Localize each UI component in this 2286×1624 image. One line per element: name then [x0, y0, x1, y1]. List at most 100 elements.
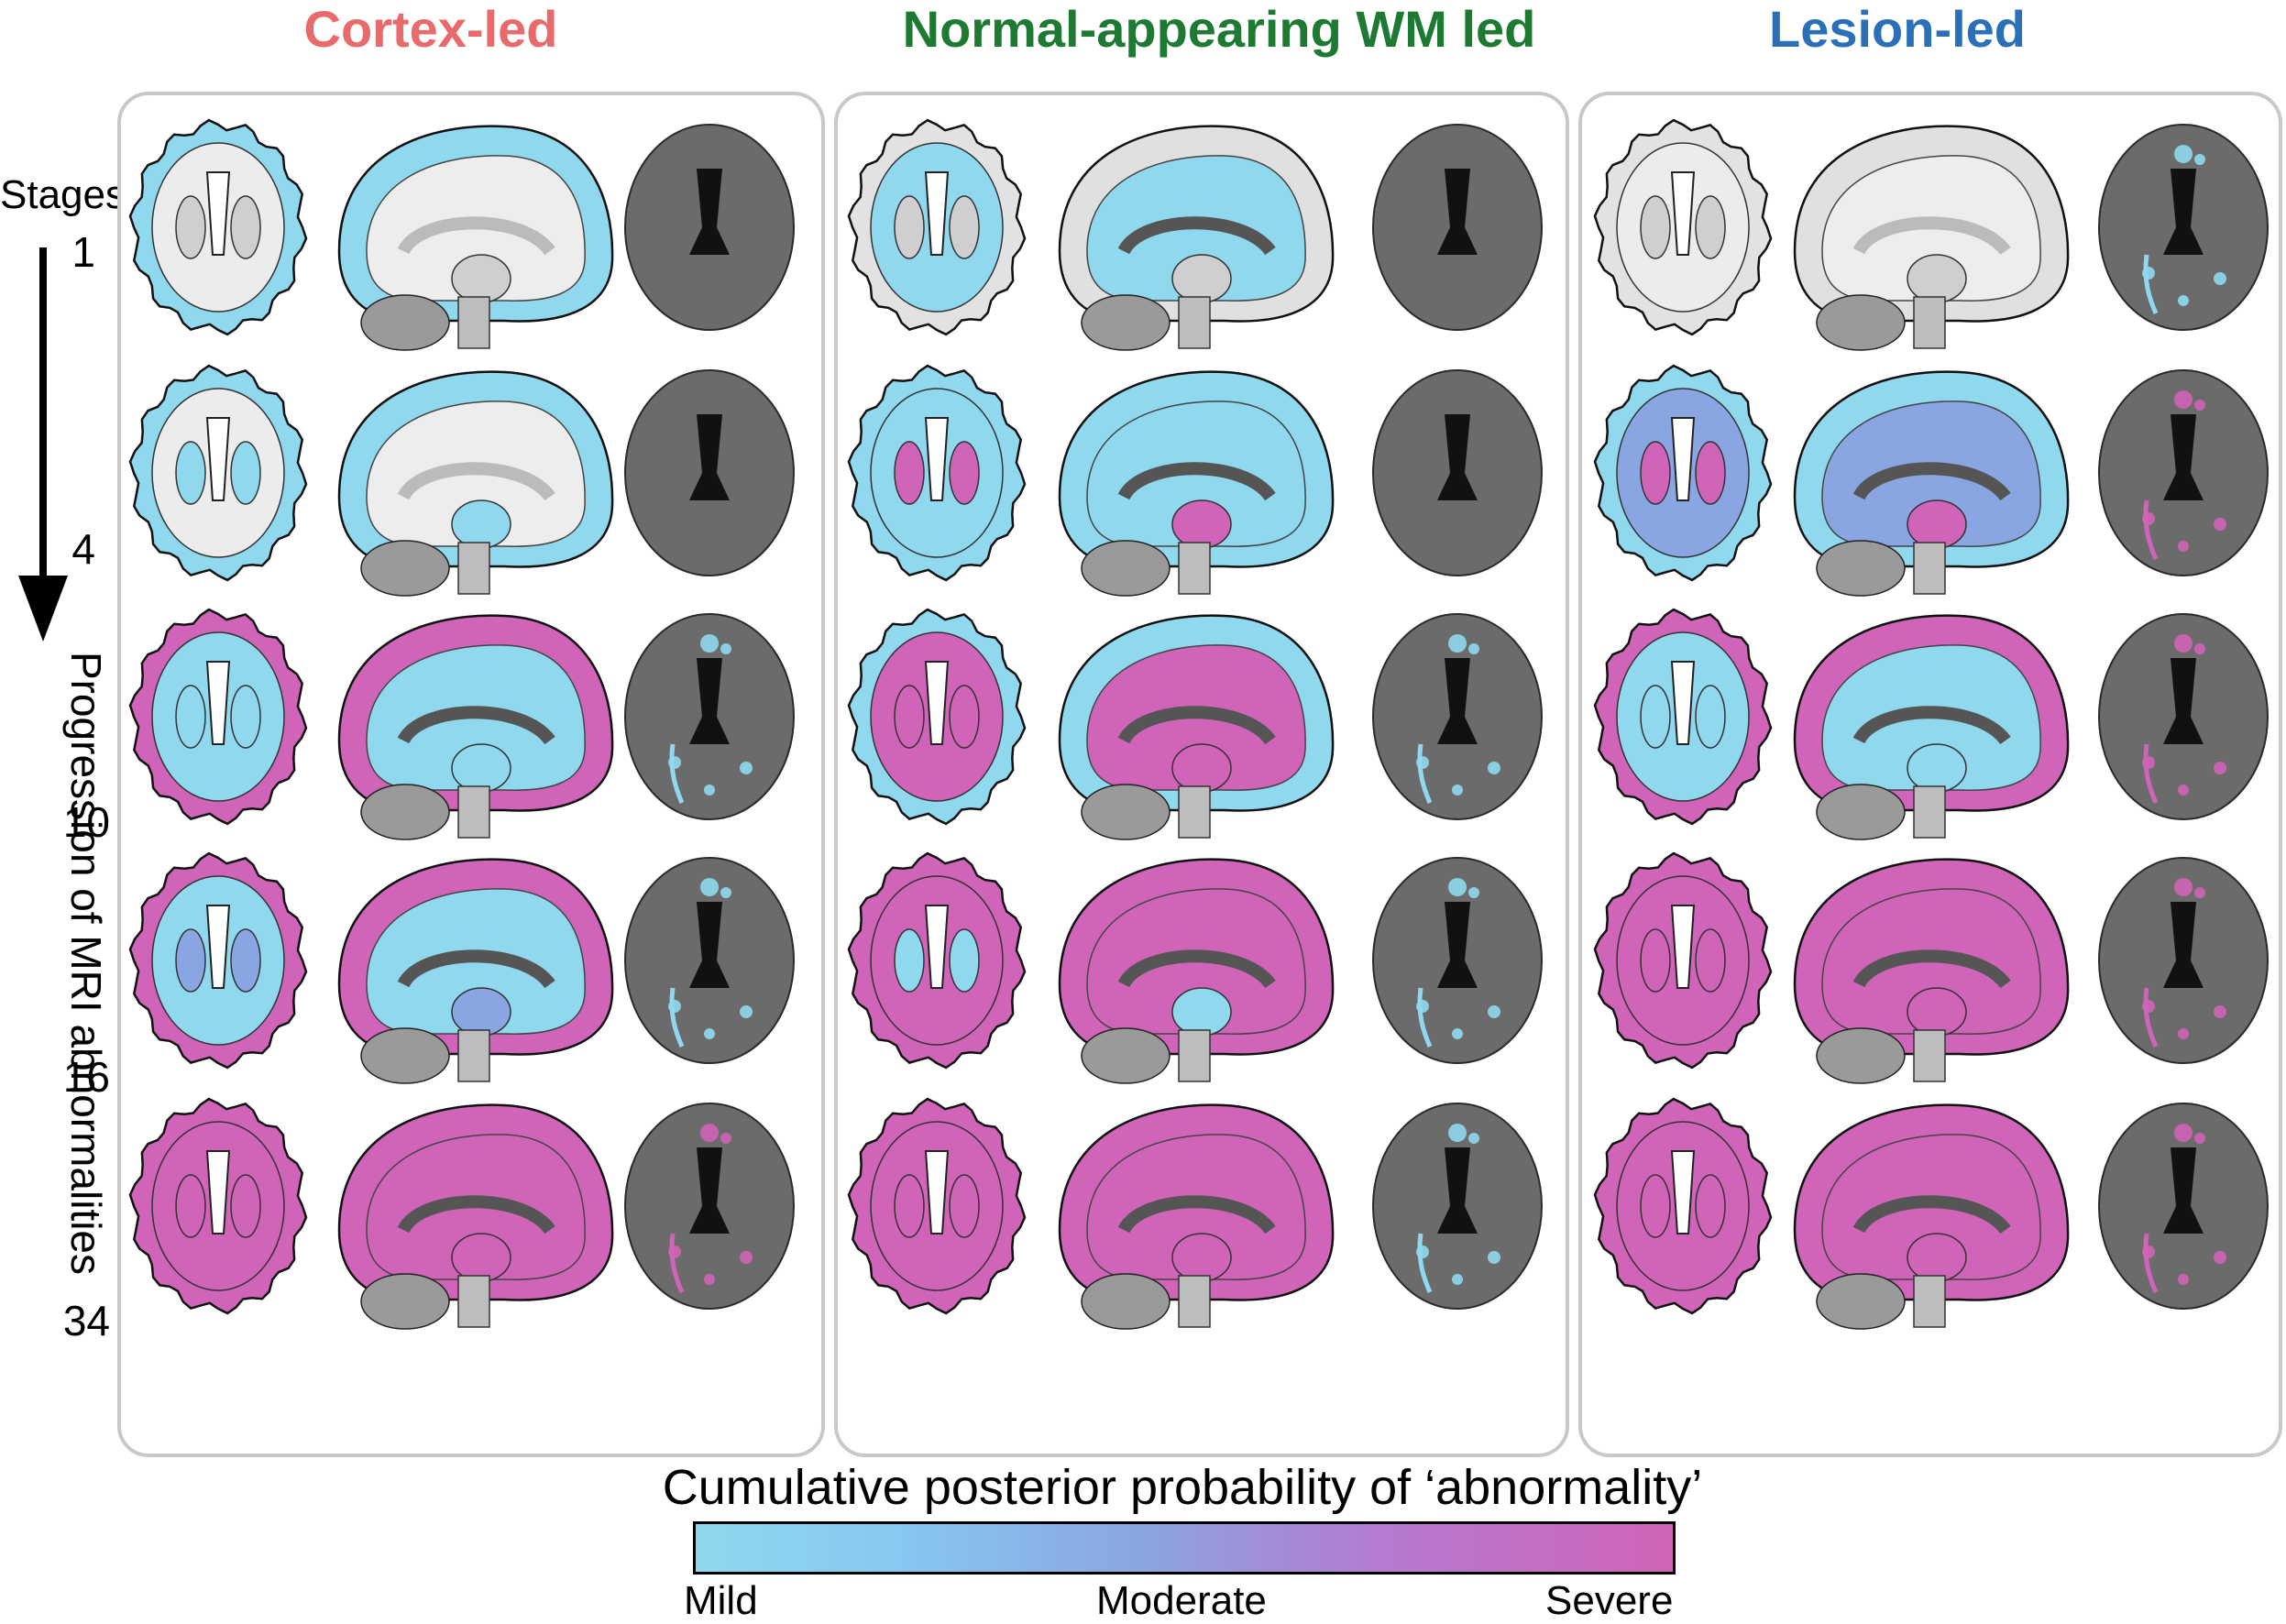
- lesion-spot: [1452, 785, 1463, 796]
- thalamus: [1171, 499, 1232, 549]
- lesion-tract: [2143, 254, 2159, 314]
- lesion-spot: [2194, 400, 2205, 411]
- lesion-tract: [669, 1233, 685, 1293]
- deep-grey-matter: [894, 928, 925, 993]
- ventricle: [2163, 902, 2204, 988]
- corpus-callosum: [1117, 1195, 1276, 1234]
- ventricle: [1437, 902, 1478, 988]
- lesion-spot: [740, 762, 753, 774]
- stage-10: 10: [62, 798, 110, 846]
- t2-brain-image: [1372, 613, 1543, 820]
- sagittal-slice: [1058, 614, 1335, 840]
- corpus-callosum: [1852, 949, 2011, 989]
- deep-grey-matter: [949, 1174, 980, 1238]
- axial-brain-image: [128, 608, 308, 826]
- thalamus: [1171, 254, 1232, 303]
- corpus-callosum: [1117, 462, 1276, 501]
- lesion-spot: [2194, 643, 2205, 654]
- axial-brain-image: [847, 118, 1027, 336]
- t2-lesion-slice: [2098, 369, 2269, 576]
- t2-lesion-slice: [624, 369, 795, 576]
- cerebellum: [360, 1027, 450, 1084]
- sagittal-brain-image: [1058, 614, 1335, 840]
- t2-lesion-slice: [2098, 1103, 2269, 1310]
- lesion-spot: [2178, 785, 2189, 796]
- axial-slice: [128, 851, 308, 1070]
- colorbar: [693, 1521, 1676, 1575]
- axial-slice: [847, 118, 1027, 336]
- lesion-tract: [1417, 987, 1433, 1048]
- sagittal-brain-image: [1058, 858, 1335, 1084]
- lesion-tract: [2143, 499, 2159, 560]
- deep-grey-matter: [1640, 441, 1671, 505]
- t2-lesion-slice: [1372, 369, 1543, 576]
- deep-grey-matter: [1640, 685, 1671, 749]
- sagittal-slice: [1058, 125, 1335, 351]
- lesion-tract: [669, 743, 685, 804]
- axial-brain-image: [1593, 1097, 1773, 1315]
- lesion-tract: [669, 987, 685, 1048]
- sagittal-slice: [1058, 858, 1335, 1084]
- lesion-spot: [2214, 518, 2226, 531]
- lesion-spot: [720, 887, 731, 898]
- axial-slice: [847, 364, 1027, 582]
- stage-16: 16: [62, 1053, 110, 1101]
- cerebellum: [1081, 784, 1170, 840]
- deep-grey-matter: [894, 1174, 925, 1238]
- sagittal-slice: [1793, 858, 2070, 1084]
- lesion-spot: [2174, 878, 2193, 896]
- sagittal-slice: [1793, 614, 2070, 840]
- brainstem: [1913, 296, 1946, 349]
- deep-grey-matter: [1640, 928, 1671, 993]
- lesion-spot: [720, 1133, 731, 1144]
- progression-arrow: [18, 247, 68, 642]
- lesion-spot: [2174, 390, 2193, 409]
- lesion-tract: [2143, 987, 2159, 1048]
- sagittal-brain-image: [1058, 1103, 1335, 1330]
- t2-lesion-slice: [2098, 857, 2269, 1064]
- thalamus: [1907, 254, 1967, 303]
- brainstem: [1178, 296, 1211, 349]
- lesion-spot: [2214, 1251, 2226, 1264]
- ventricle: [1437, 169, 1478, 255]
- lesion-spot: [1448, 634, 1467, 653]
- cerebellum: [1081, 540, 1170, 597]
- deep-grey-matter: [894, 441, 925, 505]
- stage-4: 4: [71, 525, 95, 573]
- axial-brain-image: [847, 364, 1027, 582]
- lesion-spot: [2194, 154, 2205, 165]
- cerebellum: [1816, 784, 1906, 840]
- lesion-spot: [1488, 762, 1500, 774]
- ventricle: [1670, 905, 1696, 989]
- lesion-spot: [2194, 1133, 2205, 1144]
- thalamus: [451, 743, 511, 793]
- t2-lesion-slice: [2098, 613, 2269, 820]
- cerebellum: [360, 294, 450, 351]
- lesion-spot: [740, 1005, 753, 1018]
- thalamus: [1907, 987, 1967, 1037]
- thalamus: [451, 254, 511, 303]
- ventricle: [205, 661, 231, 745]
- sagittal-slice: [1058, 1103, 1335, 1330]
- deep-grey-matter: [949, 195, 980, 259]
- ventricle: [924, 661, 950, 745]
- axial-slice: [128, 118, 308, 336]
- lesion-spot: [700, 1124, 719, 1142]
- cerebellum: [1816, 1027, 1906, 1084]
- brainstem: [457, 785, 490, 839]
- colorbar-title: Cumulative posterior probability of ‘abn…: [662, 1460, 1703, 1515]
- deep-grey-matter: [175, 1174, 206, 1238]
- sagittal-slice: [1793, 125, 2070, 351]
- lesion-spot: [700, 634, 719, 653]
- title-cortex-led: Cortex-led: [303, 0, 558, 58]
- ventricle: [2163, 658, 2204, 744]
- axial-slice: [1593, 364, 1773, 582]
- sagittal-brain-image: [1793, 1103, 2070, 1330]
- thalamus: [1907, 1233, 1967, 1282]
- axial-slice: [847, 851, 1027, 1070]
- lesion-spot: [2174, 634, 2193, 653]
- cerebellum: [1081, 294, 1170, 351]
- thalamus: [1907, 743, 1967, 793]
- brainstem: [1913, 785, 1946, 839]
- ventricle: [2163, 169, 2204, 255]
